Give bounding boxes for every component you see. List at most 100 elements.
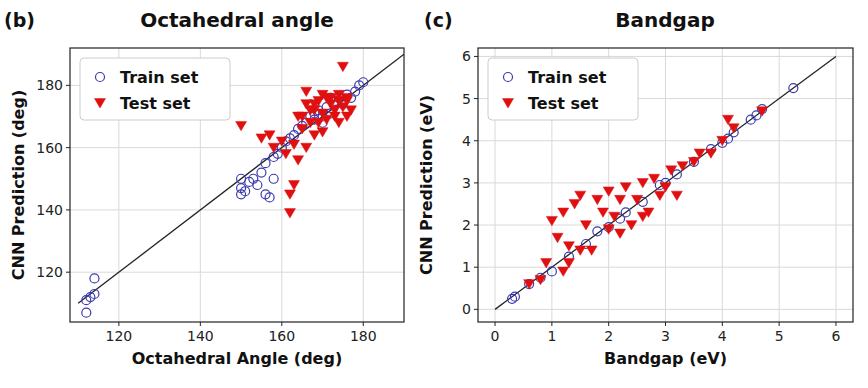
legend-marker [96,73,105,82]
point [317,90,328,99]
point [575,191,586,200]
frame [478,48,853,322]
point [660,183,671,192]
point [677,162,688,171]
point [313,118,324,127]
tick-label: 4 [718,328,727,344]
point [284,209,295,218]
tick-label: 3 [462,175,471,191]
tick-label: 2 [604,328,613,344]
point [309,131,320,140]
point [253,181,262,190]
tick-label: 0 [491,328,500,344]
frame [70,48,404,322]
point [82,308,91,317]
tick-label: 1 [547,328,556,344]
grid-line [779,48,780,322]
x-axis-label: Octahedral Angle (deg) [132,349,342,368]
point [689,157,698,166]
tick-label: 180 [36,77,63,93]
point [569,200,580,209]
point [261,159,270,168]
point [341,97,352,106]
point [265,193,274,202]
point [269,174,278,183]
grid-line [478,309,853,310]
point [575,246,586,255]
point [289,181,300,190]
point [603,225,614,234]
grid-line [70,147,404,148]
point [546,216,557,225]
point [563,259,574,268]
point [671,191,682,200]
tick-label: 120 [36,264,63,280]
point [598,208,609,217]
point [280,149,291,158]
point [717,136,728,145]
legend-label: Test set [528,94,599,113]
tick-label: 5 [775,328,784,344]
tick-label: 4 [462,133,471,149]
grid-line [478,225,853,226]
point [728,124,739,133]
point [329,106,340,115]
title: Octahedral angle [140,8,334,32]
point [276,137,287,146]
point [236,121,247,130]
panel: (b)Octahedral angle120140160180120140160… [4,8,404,368]
legend: Train set Test set [488,58,638,120]
point [524,280,535,289]
point [293,112,304,121]
point [649,174,660,183]
point [268,143,279,152]
point [337,62,348,71]
point [757,107,768,116]
point [609,212,620,221]
tick-label: 1 [462,259,471,275]
point [723,115,734,124]
legend-box [488,58,638,120]
point [525,280,534,289]
point [346,106,357,115]
point [256,134,267,143]
point [789,84,798,93]
grid-line [835,48,836,322]
legend-label: Train set [528,68,607,87]
plot-area [478,48,853,322]
legend-label: Train set [120,68,199,87]
tick-label: 160 [268,328,295,344]
point [586,246,597,255]
x-axis-label: Bandgap (eV) [604,349,727,368]
point [510,292,519,301]
point [593,227,602,236]
diagonal-line [495,56,836,309]
grid-line [478,267,853,268]
point [297,125,308,134]
point [293,156,304,165]
tick-label: 0 [462,301,471,317]
point [289,140,300,149]
tick-label: 140 [36,202,63,218]
tick-label: 180 [350,328,377,344]
y-axis-label: CNN Prediction (deg) [9,90,28,280]
point [705,149,716,158]
point [264,131,275,140]
point [620,183,631,192]
diagonal-line [78,54,404,303]
point [558,267,569,276]
tick-label: 6 [462,48,471,64]
panel-label: (c) [424,9,453,31]
grid-line [478,56,853,57]
panel: (c)Bandgap01234560123456Bandgap (eV)CNN … [417,8,853,368]
point [580,221,591,230]
point [615,229,626,238]
legend-box [80,58,230,120]
point [592,195,603,204]
point [309,100,320,109]
plot-area [70,48,404,322]
grid-line [70,209,404,210]
point [688,157,699,166]
point [603,187,614,196]
tick-label: 2 [462,217,471,233]
